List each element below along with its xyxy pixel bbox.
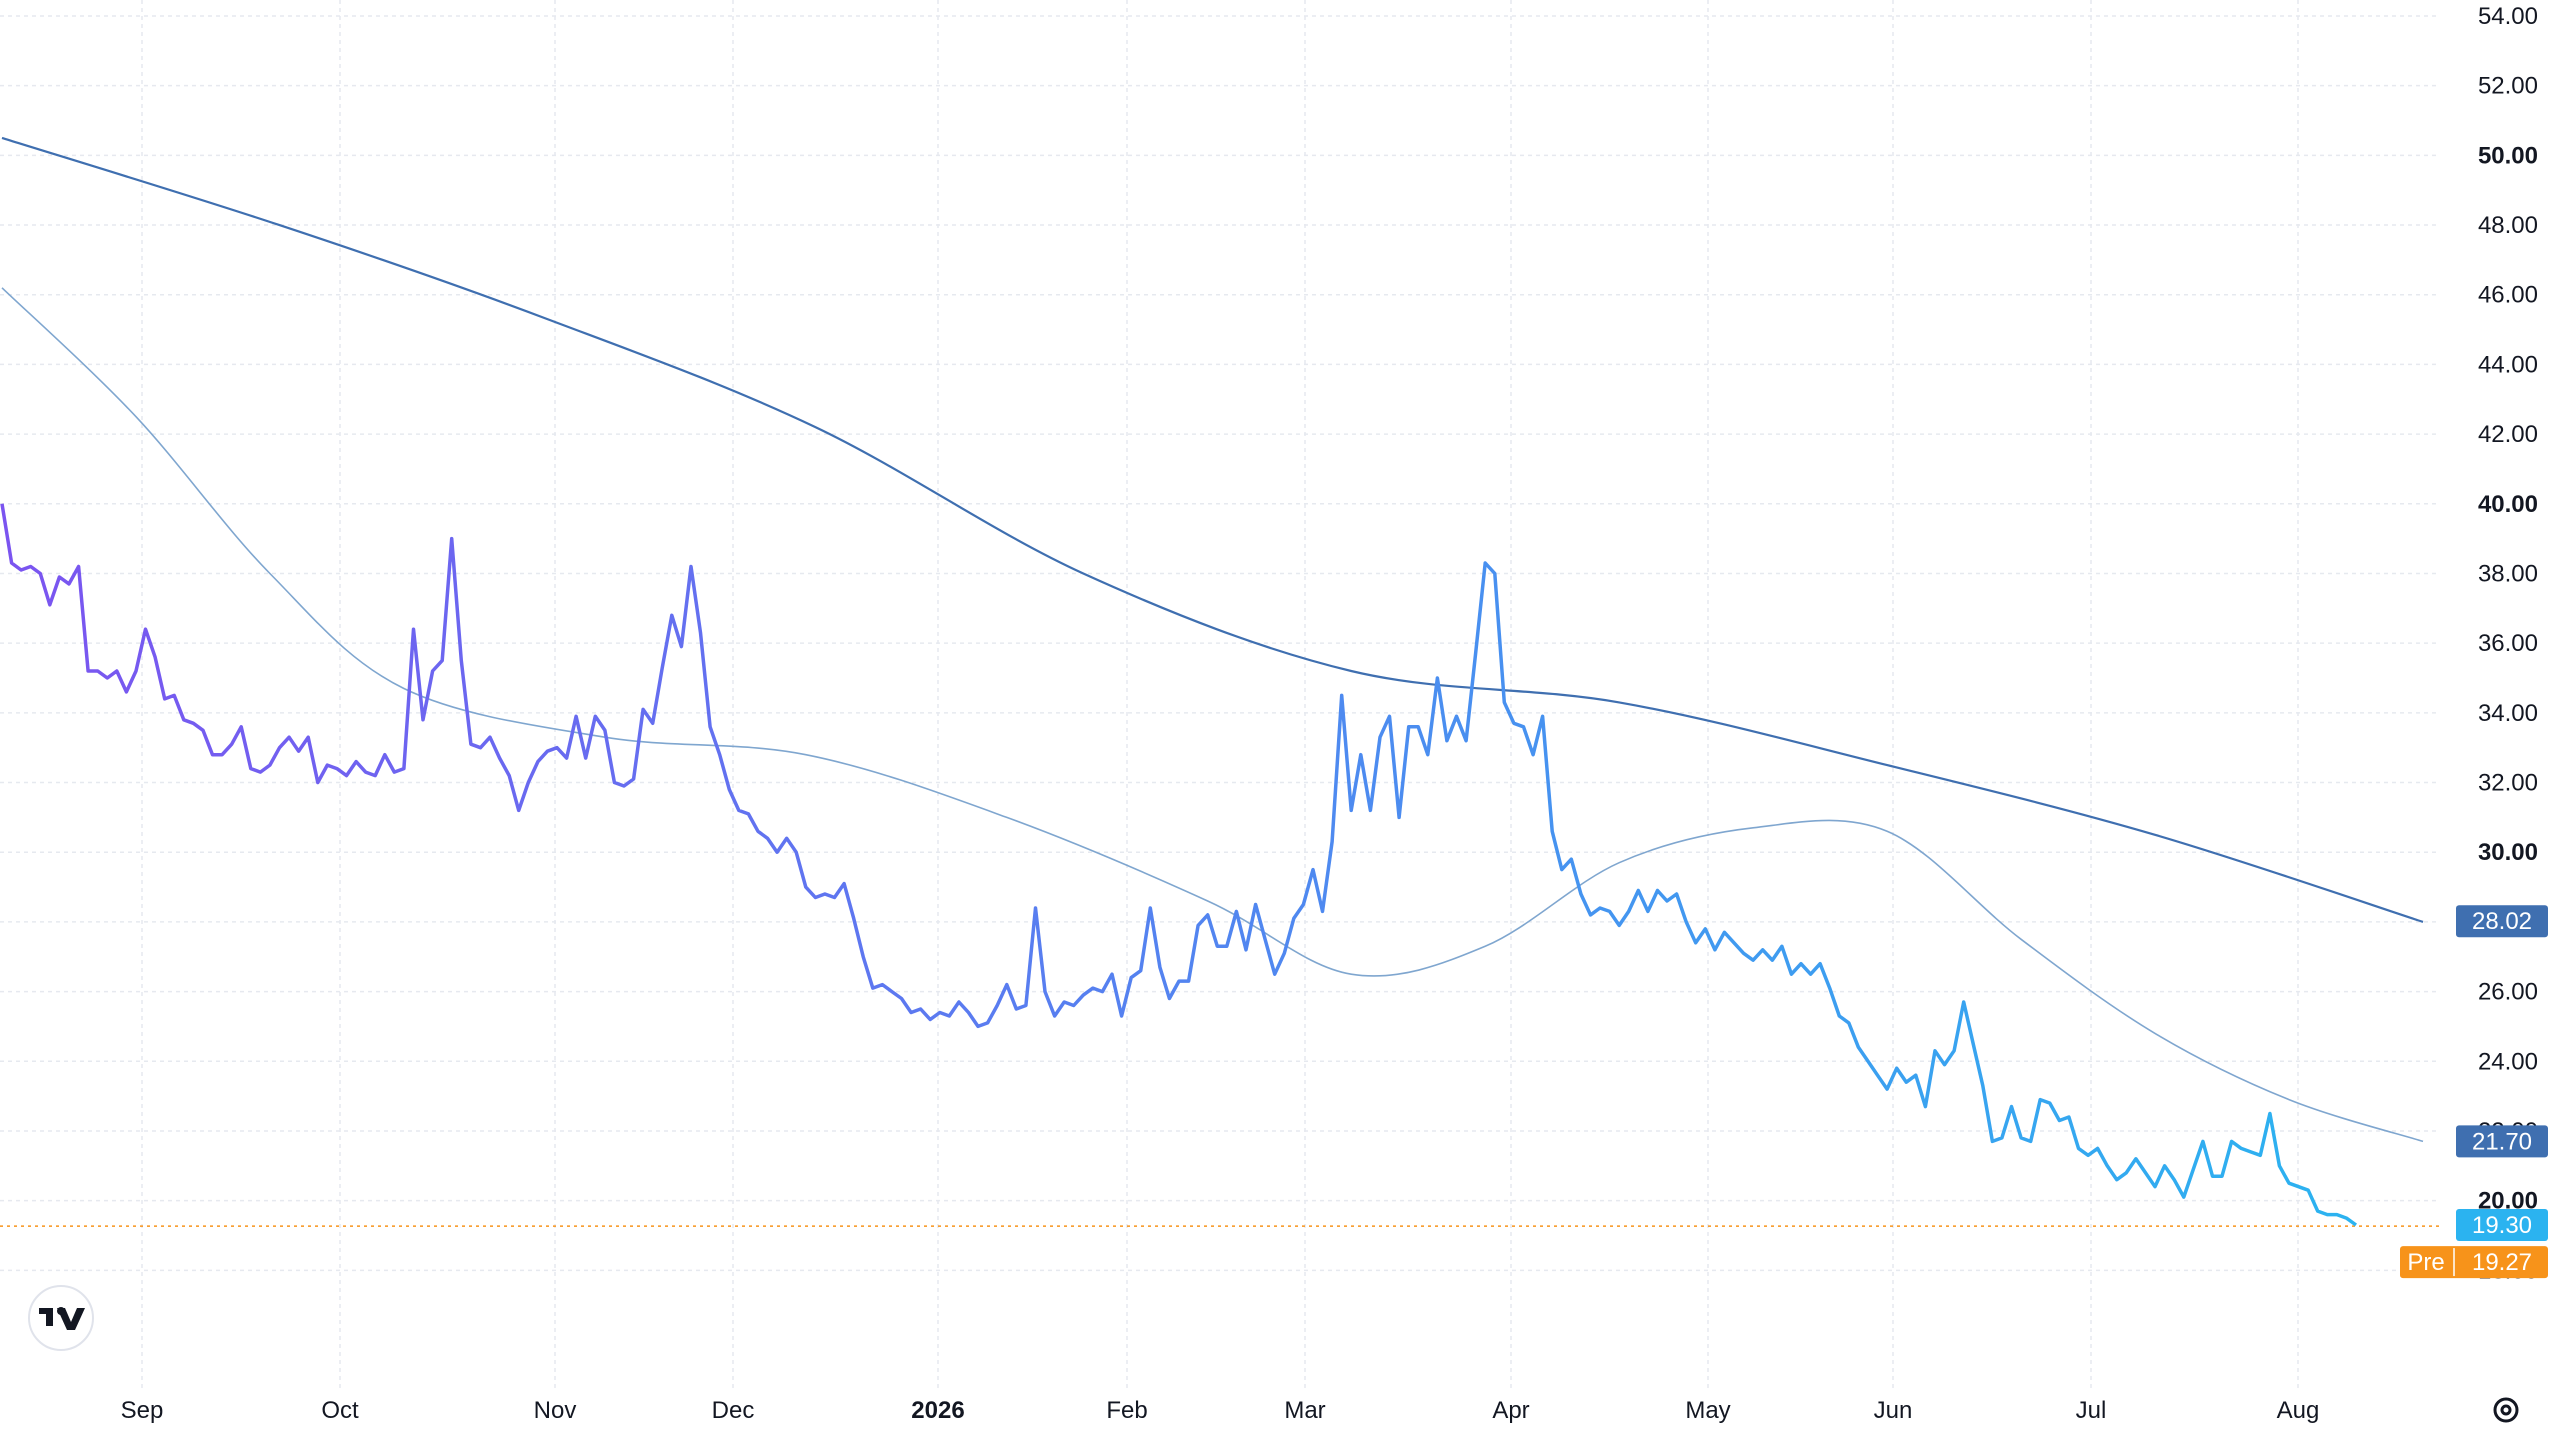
x-tick-label: May xyxy=(1685,1397,1730,1424)
ma-long-line xyxy=(1,136,2424,923)
gear-icon xyxy=(2493,1397,2519,1423)
y-tick-label: 34.00 xyxy=(2478,700,2538,727)
y-tick-label: 26.00 xyxy=(2478,979,2538,1006)
x-tick-label: Sep xyxy=(121,1397,164,1424)
svg-text:19.30: 19.30 xyxy=(2472,1212,2532,1239)
x-tick-label: Feb xyxy=(1106,1397,1147,1424)
x-tick-label: Dec xyxy=(712,1397,755,1424)
x-tick-label: Nov xyxy=(534,1397,577,1424)
tradingview-icon xyxy=(39,1307,85,1330)
x-tick-label: Mar xyxy=(1284,1397,1325,1424)
svg-text:28.02: 28.02 xyxy=(2472,908,2532,935)
x-axis: Sep Oct Nov Dec 2026 Feb Mar Apr May Jun Jul Aug xyxy=(121,1397,2320,1424)
x-tick-label: Aug xyxy=(2277,1397,2320,1424)
moving-averages xyxy=(1,136,2424,1143)
y-tick-label: 54.00 xyxy=(2478,3,2538,30)
y-tick-label: 52.00 xyxy=(2478,73,2538,100)
price-tag: 21.70 xyxy=(2456,1125,2548,1158)
y-tick-label: 50.00 xyxy=(2478,142,2538,169)
price-line xyxy=(0,503,2358,1227)
y-tick-label: 40.00 xyxy=(2478,491,2538,518)
price-tags: 28.02 21.70 19.30 Pre 19.27 xyxy=(2400,905,2548,1279)
settings-button[interactable] xyxy=(2493,1397,2519,1423)
price-series xyxy=(0,503,2358,1227)
tradingview-logo[interactable] xyxy=(28,1285,94,1351)
svg-text:21.70: 21.70 xyxy=(2472,1128,2532,1155)
x-tick-label: Jul xyxy=(2076,1397,2107,1424)
y-tick-label: 38.00 xyxy=(2478,560,2538,587)
y-tick-label: 46.00 xyxy=(2478,282,2538,309)
y-tick-label: 30.00 xyxy=(2478,839,2538,866)
pre-market-prefix: Pre xyxy=(2407,1249,2444,1276)
x-tick-label: Apr xyxy=(1492,1397,1529,1424)
y-tick-label: 48.00 xyxy=(2478,212,2538,239)
x-tick-label: 2026 xyxy=(911,1397,964,1424)
price-tag: 28.02 xyxy=(2456,905,2548,938)
y-tick-label: 32.00 xyxy=(2478,770,2538,797)
x-tick-label: Oct xyxy=(321,1397,359,1424)
y-tick-label: 44.00 xyxy=(2478,351,2538,378)
ma-short-line xyxy=(1,287,2424,1143)
x-tick-label: Jun xyxy=(1874,1397,1913,1424)
pre-market-value: 19.27 xyxy=(2472,1249,2532,1276)
pre-market-tag: Pre 19.27 xyxy=(2400,1246,2548,1279)
price-tag: 19.30 xyxy=(2456,1209,2548,1242)
y-tick-label: 24.00 xyxy=(2478,1048,2538,1075)
y-tick-label: 42.00 xyxy=(2478,421,2538,448)
y-tick-label: 36.00 xyxy=(2478,630,2538,657)
